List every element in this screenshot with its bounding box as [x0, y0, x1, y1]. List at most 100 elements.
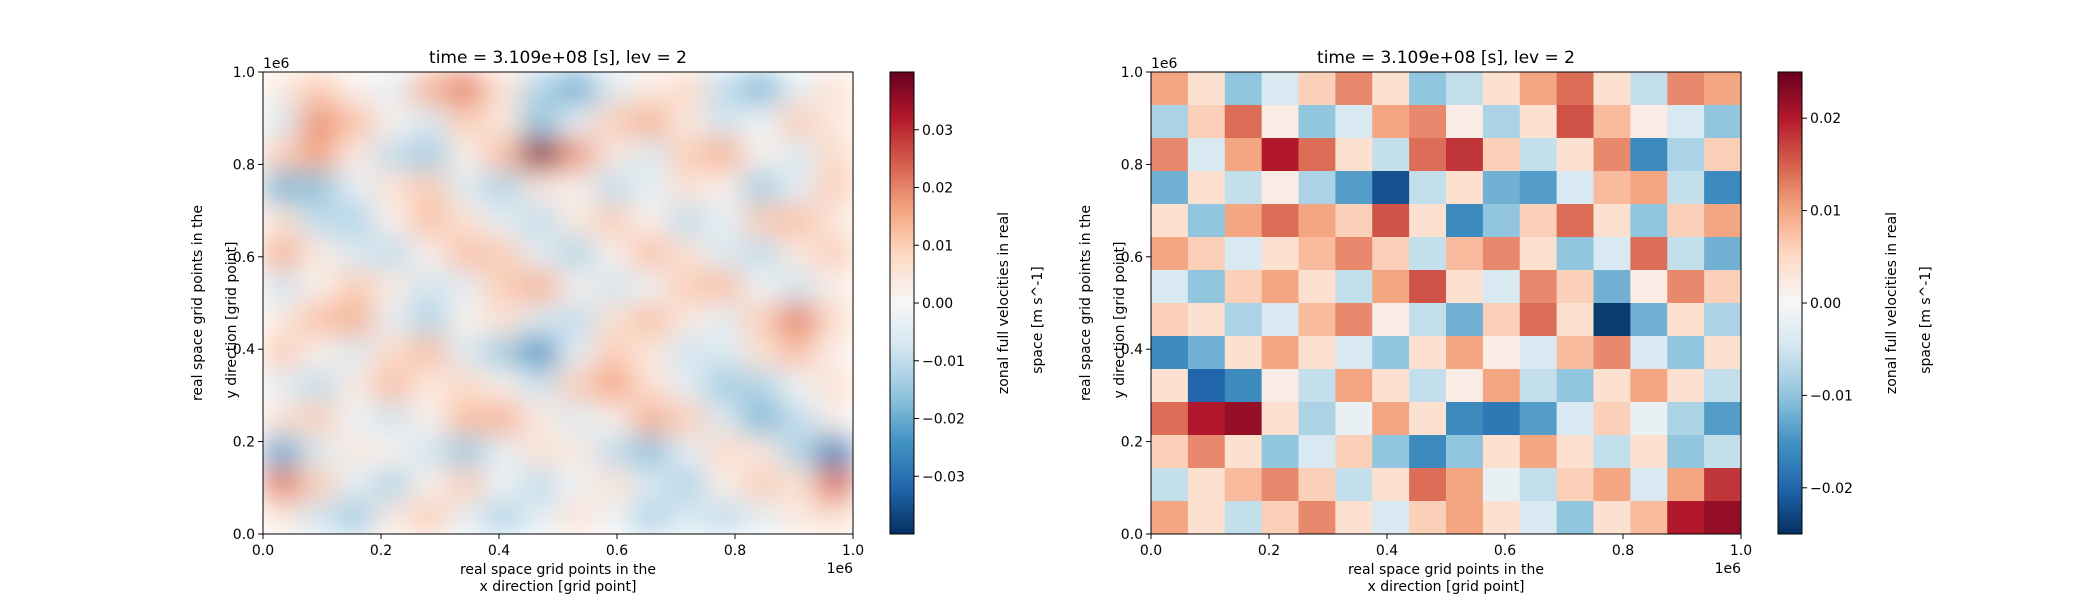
x-tick-label: 0.0 — [1140, 543, 1162, 559]
heatmap-cell — [1335, 204, 1373, 238]
heatmap-cell — [1482, 435, 1521, 469]
heatmap-cell — [1261, 369, 1300, 403]
heatmap-cell — [558, 204, 596, 238]
heatmap-cell — [1593, 468, 1631, 502]
heatmap-cell — [594, 336, 633, 370]
heatmap-cell — [1593, 204, 1631, 238]
heatmap-cell — [521, 171, 559, 205]
heatmap-cell — [1298, 237, 1336, 271]
x-tick-label: 1.0 — [842, 543, 864, 559]
heatmap-cell — [336, 171, 375, 205]
heatmap-cell — [447, 468, 485, 502]
panel-2: time = 3.109e+08 [s], lev = 2 0.0 0.2 0.4 0.… — [1078, 48, 1934, 595]
heatmap-cell — [1482, 303, 1521, 337]
heatmap-cell — [594, 171, 633, 205]
heatmap-cell — [521, 402, 559, 436]
heatmap-cell — [1372, 435, 1410, 469]
heatmap-cell — [779, 105, 817, 139]
heatmap-cell — [1519, 237, 1558, 271]
heatmap-cell — [336, 204, 375, 238]
heatmap-cell — [668, 369, 707, 403]
x-tick-label: 1.0 — [1730, 543, 1752, 559]
heatmap-cell — [1556, 138, 1595, 172]
heatmap-cell — [373, 435, 412, 469]
heatmap-cell — [1409, 501, 1447, 534]
heatmap-cell — [1630, 237, 1668, 271]
heatmap-cell — [1261, 237, 1300, 271]
heatmap-cell — [1151, 336, 1189, 370]
heatmap-cell — [1704, 435, 1741, 469]
heatmap-cell — [1556, 435, 1595, 469]
heatmap-cell — [1630, 402, 1668, 436]
heatmap-cell — [447, 336, 485, 370]
heatmap-cell — [558, 402, 596, 436]
heatmap-cell — [705, 72, 743, 106]
heatmap-cell — [484, 402, 522, 436]
heatmap-cell — [1593, 402, 1631, 436]
heatmap-cell — [1224, 402, 1263, 436]
heatmap-cell — [631, 402, 670, 436]
heatmap-cell — [1704, 402, 1741, 436]
heatmap-cell — [1151, 468, 1189, 502]
heatmap-cell — [521, 237, 559, 271]
heatmap-cell — [705, 402, 743, 436]
heatmap-cell — [1446, 435, 1484, 469]
heatmap-cell — [1667, 468, 1705, 502]
heatmap-cell — [1446, 270, 1484, 304]
heatmap-cell — [1593, 303, 1631, 337]
heatmap-cell — [1667, 435, 1705, 469]
heatmap-cell — [299, 435, 338, 469]
heatmap-cell — [1482, 171, 1521, 205]
heatmap-cell — [1667, 270, 1705, 304]
heatmap-cell — [1224, 237, 1263, 271]
heatmap-cell — [447, 105, 485, 139]
heatmap-cell — [816, 72, 853, 106]
heatmap-cell — [1151, 204, 1189, 238]
heatmap-cell — [484, 72, 522, 106]
heatmap-cell — [1593, 435, 1631, 469]
heatmap-cell — [558, 72, 596, 106]
heatmap-cell — [484, 369, 522, 403]
heatmap-cell — [1298, 402, 1336, 436]
colorbar: −0.03 −0.02 −0.01 0.00 0.01 0.02 0.03 zonal ful… — [889, 71, 1046, 535]
heatmap-cell — [779, 270, 817, 304]
heatmap-cell — [1704, 501, 1741, 534]
heatmap-cell — [1298, 468, 1336, 502]
heatmap-cell — [1556, 171, 1595, 205]
heatmap-cell — [558, 501, 596, 534]
heatmap-cell — [410, 303, 448, 337]
heatmap-cell — [1372, 336, 1410, 370]
heatmap-cell — [299, 237, 338, 271]
heatmap-cell — [742, 270, 780, 304]
heatmap-cell — [1372, 138, 1410, 172]
heatmap-cell — [299, 369, 338, 403]
heatmap-cell — [299, 105, 338, 139]
heatmap-cell — [816, 369, 853, 403]
heatmap-cell — [1187, 237, 1226, 271]
heatmap-cell — [742, 72, 780, 106]
heatmap-cell — [1704, 105, 1741, 139]
heatmap-cell — [1519, 105, 1558, 139]
colorbar: −0.02 −0.01 0.00 0.01 0.02 zonal full velocit… — [1777, 71, 1934, 535]
heatmap-cell — [558, 369, 596, 403]
heatmap-cell — [410, 204, 448, 238]
heatmap-cell — [1593, 336, 1631, 370]
heatmap-cell — [1372, 171, 1410, 205]
heatmap-cell — [1372, 237, 1410, 271]
heatmap-cell — [1630, 72, 1668, 106]
heatmap-cell — [1556, 303, 1595, 337]
heatmap-cell — [1446, 204, 1484, 238]
heatmap-cell — [299, 402, 338, 436]
heatmap-cell — [299, 138, 338, 172]
heatmap-cell — [1187, 204, 1226, 238]
colorbar-tick-label: 0.03 — [922, 123, 953, 139]
heatmap-cell — [1151, 237, 1189, 271]
heatmap-cell — [373, 237, 412, 271]
heatmap-cell — [1335, 369, 1373, 403]
heatmap-cell — [1224, 270, 1263, 304]
heatmap-cell — [594, 270, 633, 304]
heatmap-cell — [1704, 237, 1741, 271]
heatmap-cell — [779, 138, 817, 172]
heatmap-cell — [1335, 303, 1373, 337]
heatmap-cell — [1335, 435, 1373, 469]
